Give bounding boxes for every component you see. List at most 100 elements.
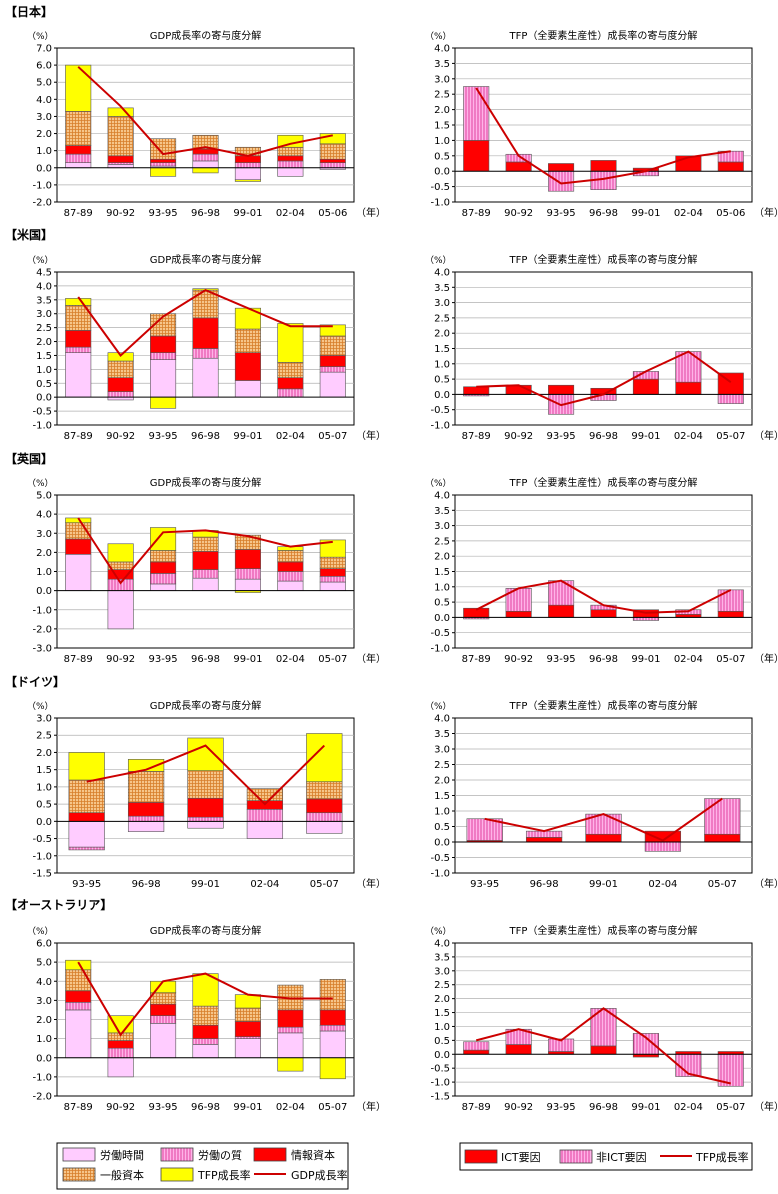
- chart-title: GDP成長率の寄与度分解: [150, 29, 261, 42]
- y-tick-label: -1.5: [430, 1092, 450, 1103]
- y-tick-label: 0.5: [434, 822, 450, 833]
- y-unit-label: （%）: [27, 926, 54, 937]
- x-unit-label: （年）: [356, 206, 386, 219]
- bar-segment-labor-hours: [107, 1057, 134, 1078]
- series-line-tfp-line: [475, 87, 731, 185]
- chart-panel: TFP（全要素生産性）成長率の寄与度分解 （%） -1.0 -0.5 0.0 0.5 1.0…: [425, 253, 778, 442]
- y-tick-label: 4.0: [36, 977, 52, 988]
- country-label: 【ドイツ】: [5, 674, 65, 689]
- y-tick-label: 2.0: [36, 337, 52, 348]
- y-tick-label: 2.0: [36, 129, 52, 140]
- bar-segment-ict-factor: [590, 160, 617, 172]
- y-tick-label: -1.5: [32, 869, 52, 880]
- legend-swatch-general-capital: [62, 1167, 96, 1182]
- bar-segment-tfp: [150, 527, 177, 551]
- x-tick-label: 99-01: [631, 431, 660, 442]
- chart-title: TFP（全要素生産性）成長率の寄与度分解: [509, 476, 698, 489]
- y-tick-label: 3.5: [36, 295, 52, 306]
- bar-segment-tfp: [319, 324, 346, 337]
- legend-label: TFP成長率: [197, 1168, 251, 1182]
- x-tick-label: 96-98: [191, 431, 220, 442]
- bar-segment-ict-factor: [704, 833, 741, 843]
- bar-segment-tfp: [127, 759, 165, 772]
- y-tick-label: 0.5: [36, 379, 52, 390]
- bar-segment-ict-factor: [548, 163, 575, 172]
- bar-segment-general-capital: [68, 779, 105, 814]
- x-tick-label: 93-95: [547, 654, 576, 665]
- y-tick-label: 4.0: [434, 44, 450, 55]
- y-tick-label: 1.5: [434, 1008, 450, 1019]
- legend-right: ICT要因 非ICT要因 TFP成長率: [459, 1142, 753, 1171]
- x-tick-label: 87-89: [64, 431, 93, 442]
- y-unit-label: （%）: [27, 31, 54, 42]
- bar-segment-labor-quality: [192, 153, 219, 162]
- bar-segment-ict-capital: [192, 551, 219, 570]
- y-tick-label: 1.0: [36, 782, 52, 793]
- legend-swatch-labor-quality: [160, 1147, 194, 1162]
- bar-segment-labor-hours: [65, 352, 92, 398]
- y-tick-label: 1.5: [36, 351, 52, 362]
- bar-segment-tfp: [150, 396, 177, 409]
- bar-segment-non-ict-factor: [644, 841, 682, 852]
- bar-segment-general-capital: [127, 771, 165, 803]
- x-tick-label: 96-98: [589, 654, 618, 665]
- bar-segment-labor-hours: [234, 1038, 261, 1059]
- y-tick-label: 3.5: [434, 729, 450, 740]
- bar-segment-ict-factor: [463, 386, 490, 395]
- chart-title: TFP（全要素生産性）成長率の寄与度分解: [509, 253, 698, 266]
- bar-segment-labor-hours: [150, 359, 177, 398]
- y-tick-label: 0.0: [36, 817, 52, 828]
- bar-segment-labor-quality: [319, 162, 346, 169]
- y-tick-label: 4.0: [36, 510, 52, 521]
- y-tick-label: 1.5: [434, 567, 450, 578]
- legend-label: 非ICT要因: [596, 1151, 647, 1164]
- x-unit-label: （年）: [754, 429, 778, 442]
- bar-segment-ict-capital: [234, 352, 261, 381]
- y-tick-label: -1.0: [32, 1072, 52, 1083]
- y-unit-label: （%）: [425, 701, 452, 712]
- bar-segment-ict-capital: [107, 155, 134, 163]
- y-tick-label: 4.0: [36, 95, 52, 106]
- bar-segment-tfp: [192, 973, 219, 1007]
- x-tick-label: 90-92: [504, 431, 533, 442]
- bar-segment-labor-hours: [192, 160, 219, 169]
- y-tick-label: 0.5: [434, 151, 450, 162]
- chart-panel: TFP（全要素生産性）成長率の寄与度分解 （%） -1.5 -1.0 -0.5 0.0 0.…: [425, 924, 778, 1113]
- bar-segment-labor-quality: [234, 568, 261, 580]
- y-tick-label: 0.0: [36, 393, 52, 404]
- bar-segment-tfp: [319, 1057, 346, 1080]
- y-tick-label: 4.5: [36, 268, 52, 279]
- bar-segment-general-capital: [107, 116, 134, 157]
- x-tick-label: 99-01: [191, 879, 220, 890]
- x-tick-label: 02-04: [674, 1102, 703, 1113]
- y-tick-label: -2.0: [32, 1092, 52, 1103]
- x-tick-label: 90-92: [504, 1102, 533, 1113]
- bar-segment-tfp: [150, 167, 177, 177]
- y-tick-label: 3.0: [434, 298, 450, 309]
- y-tick-label: 4.0: [434, 268, 450, 279]
- bar-segment-ict-factor: [548, 384, 575, 395]
- x-unit-label: （年）: [754, 877, 778, 890]
- bar-segment-labor-quality: [192, 1038, 219, 1045]
- x-unit-label: （年）: [754, 1100, 778, 1113]
- y-tick-label: 1.0: [36, 567, 52, 578]
- legend-swatch-ict-capital: [253, 1147, 287, 1162]
- y-tick-label: 2.0: [36, 548, 52, 559]
- bar-segment-labor-quality: [65, 1001, 92, 1011]
- x-tick-label: 93-95: [547, 208, 576, 219]
- y-tick-label: -1.0: [430, 421, 450, 432]
- chart-title: GDP成長率の寄与度分解: [150, 699, 261, 712]
- bar-segment-labor-quality: [187, 816, 224, 822]
- y-tick-label: -1.0: [32, 605, 52, 616]
- y-tick-label: 2.5: [434, 90, 450, 101]
- y-tick-label: 6.0: [36, 61, 52, 72]
- x-tick-label: 87-89: [462, 1102, 491, 1113]
- y-tick-label: -1.0: [32, 180, 52, 191]
- x-tick-label: 99-01: [589, 879, 618, 890]
- bar-segment-labor-hours: [192, 357, 219, 398]
- legend-swatch-labor-hours: [62, 1147, 96, 1162]
- series-line-tfp-line: [484, 797, 723, 842]
